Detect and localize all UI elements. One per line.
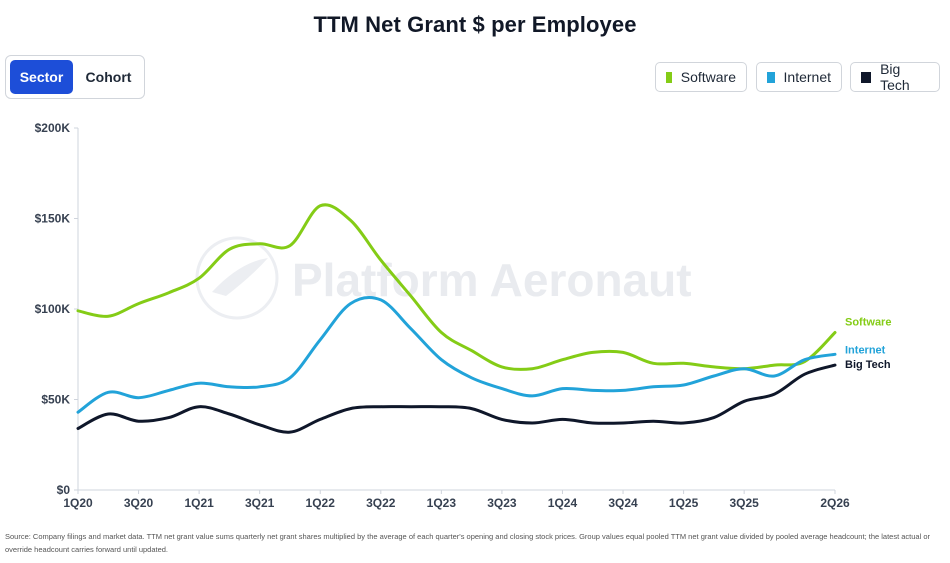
x-tick-label: 3Q25 <box>729 496 759 510</box>
chart-title: TTM Net Grant $ per Employee <box>313 12 637 37</box>
x-tick-label: 1Q20 <box>63 496 93 510</box>
legend-item-software[interactable]: Software <box>655 62 747 92</box>
series-line-internet <box>76 295 837 414</box>
x-tick-label: 3Q24 <box>608 496 638 510</box>
cohort-toggle-button[interactable]: Cohort <box>85 69 132 85</box>
y-tick-label: $0 <box>57 483 71 497</box>
series-line-big-tech <box>76 363 837 434</box>
y-tick-label: $50K <box>41 393 70 407</box>
watermark-plane-icon <box>212 258 268 296</box>
watermark: Platform Aeronaut <box>195 236 692 320</box>
legend-item-internet[interactable]: Internet <box>756 62 842 92</box>
x-tick-label: 1Q21 <box>184 496 214 510</box>
y-tick-label: $200K <box>35 121 71 135</box>
x-tick-label: 1Q25 <box>669 496 699 510</box>
x-tick-label: 1Q24 <box>548 496 578 510</box>
x-tick-label: 1Q23 <box>427 496 457 510</box>
watermark-text: Platform Aeronaut <box>292 254 692 306</box>
y-tick-label: $150K <box>35 212 71 226</box>
legend-label-big-tech: Big Tech <box>880 61 910 93</box>
x-tick-label: 3Q21 <box>245 496 275 510</box>
legend-label-internet: Internet <box>783 69 831 85</box>
series-lines <box>76 203 837 434</box>
legend-item-big-tech[interactable]: Big Tech <box>850 61 940 93</box>
sector-toggle-button[interactable]: Sector <box>10 60 73 94</box>
x-tick-label: 3Q22 <box>366 496 396 510</box>
end-label-software: Software <box>845 317 891 329</box>
series-line-software <box>76 203 837 371</box>
axes: $0 $50K $100K $150K $200K 1Q20 3Q20 1Q21 3Q21 1Q2… <box>35 121 850 510</box>
x-tick-label: 1Q22 <box>306 496 336 510</box>
x-tick-label: 2Q26 <box>820 496 850 510</box>
end-label-internet: Internet <box>845 344 886 356</box>
legend-swatch-software <box>666 71 672 83</box>
x-tick-label: 3Q20 <box>124 496 154 510</box>
source-footnote: Source: Company filings and market data.… <box>5 532 931 554</box>
end-labels: Software Internet Big Tech <box>845 317 891 372</box>
legend-swatch-internet <box>767 71 775 83</box>
sector-cohort-toggle: Sector Cohort <box>5 55 145 99</box>
end-label-big-tech: Big Tech <box>845 359 891 371</box>
legend-swatch-big-tech <box>861 71 872 83</box>
x-tick-label: 3Q23 <box>487 496 517 510</box>
legend-label-software: Software <box>680 69 736 85</box>
y-tick-label: $100K <box>35 302 71 316</box>
